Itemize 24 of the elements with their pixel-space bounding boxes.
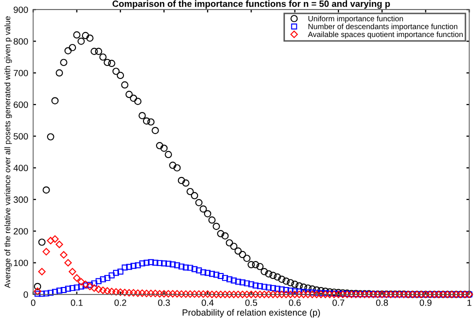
x-tick-label: 0.9	[420, 300, 432, 306]
x-tick-label: 0.7	[332, 300, 344, 306]
y-tick-label: 0	[24, 291, 28, 298]
y-tick-label: 200	[14, 228, 28, 234]
y-tick-label: 900	[14, 6, 28, 13]
y-tick-label: 300	[14, 196, 28, 203]
x-tick-label: 1	[467, 300, 472, 306]
y-tick-label: 800	[14, 38, 28, 45]
x-tick-label: 0.8	[376, 300, 388, 306]
x-tick-label: 0.3	[158, 300, 170, 306]
x-tick-label: 0.5	[245, 300, 258, 306]
x-tick-label: 0.1	[70, 300, 83, 306]
y-axis-title: Average of the relative variance over all posets generated with given p value	[4, 16, 12, 288]
y-tick-label: 100	[14, 260, 28, 266]
x-tick-label: 0.4	[202, 300, 214, 306]
x-axis-title: Probability of relation existence (p)	[182, 309, 320, 318]
y-tick-label: 500	[14, 133, 28, 140]
chart-title: Comparison of the importance functions for n = 50 and varying p	[112, 0, 390, 9]
x-tick-label: 0	[31, 300, 36, 306]
y-tick-label: 700	[14, 70, 28, 76]
y-tick-label: 600	[14, 102, 28, 108]
y-tick-label: 400	[13, 164, 28, 172]
x-tick-label: 0.6	[288, 300, 301, 306]
x-tick-label: 0.2	[114, 300, 126, 306]
